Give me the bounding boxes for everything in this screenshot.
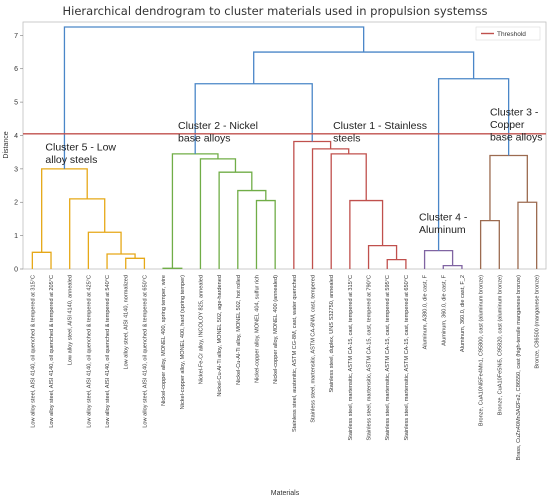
- plot-frame: [22, 21, 547, 270]
- leaf-labels: Low alloy steel, AISI 4140, oil quenched…: [30, 274, 540, 460]
- leaf-label: Stainless steel, duplex, UNS S32750, ann…: [329, 275, 335, 393]
- leaf-label: Stainless steel, martensitic, ASTM CA-15…: [348, 275, 354, 440]
- dendrogram-link: [87, 231, 122, 269]
- dendrogram-link: [237, 189, 267, 269]
- dendrogram-link: [41, 168, 88, 253]
- legend: Threshold: [475, 26, 541, 41]
- cluster-label: Aluminum: [419, 224, 466, 236]
- dendrogram-link: [162, 267, 183, 269]
- x-axis-label: Materials: [271, 490, 300, 497]
- y-tick-label: 0: [14, 266, 18, 273]
- leaf-label: Stainless steel, austenitic, ASTM CG-8M,…: [292, 275, 298, 432]
- y-axis-label: Distance: [3, 131, 10, 158]
- leaf-label: Bronze, C86500 (manganese bronze): [535, 275, 541, 369]
- cluster-label: Cluster 4 -: [419, 212, 468, 224]
- leaf-label: Low alloy steel, AISI 4140, oil quenched…: [30, 275, 36, 428]
- leaf-label: Aluminum, 360.0, die cast, F: [441, 274, 447, 345]
- dendrogram-link: [489, 154, 528, 221]
- leaf-label: Aluminum, 360.0, die cast, F_2: [460, 275, 466, 352]
- cluster-label: Cluster 3 -: [490, 106, 539, 118]
- y-axis-ticks: 0 1 2 3 4 5 6 7: [14, 33, 23, 273]
- cluster-label: alloy steels: [45, 154, 97, 166]
- chart-title: Hierarchical dendrogram to cluster mater…: [63, 4, 488, 18]
- y-tick-label: 4: [14, 133, 18, 140]
- cluster-label: Cluster 2 - Nickel: [178, 120, 258, 132]
- leaf-label: Nickel-Cu-Al-Ti alloy, MONEL 502, hot ro…: [236, 275, 242, 385]
- dendrogram-link: [125, 257, 146, 269]
- leaf-label: Nickel-Cu-Al-Ti alloy, MONEL 502, age-ha…: [217, 275, 223, 397]
- leaf-label: Low alloy steel, AISI 4140, normalized: [124, 275, 130, 370]
- leaf-label: Nickel-copper alloy, MONEL 404, sulfur r…: [254, 275, 260, 383]
- dendrogram-links: [31, 26, 538, 269]
- cluster-label: base alloys: [490, 131, 543, 143]
- dendrogram-link: [311, 148, 350, 269]
- cluster-label: base alloys: [178, 132, 231, 144]
- leaf-label: Stainless steel, martensitic, ASTM CA-15…: [385, 275, 391, 440]
- y-tick-label: 6: [14, 66, 18, 73]
- y-tick-label: 7: [14, 33, 18, 40]
- leaf-label: Low alloy steel, AISI 4140, oil quenched…: [49, 275, 55, 428]
- leaf-label: Bronze, CuA10Ni5Fe4Mn1, C95800, cast (al…: [479, 275, 485, 426]
- dendrogram-link: [218, 171, 253, 269]
- cluster-label: Copper: [490, 119, 525, 131]
- dendrogram-link: [106, 253, 136, 269]
- dendrogram-link: [31, 251, 52, 269]
- leaf-label: Nickel-copper alloy, MONEL 400, spring t…: [161, 275, 167, 406]
- cluster-label: Cluster 5 - Low: [45, 142, 116, 154]
- leaf-label: Stainless steel, martensitic, ASTM CA-6N…: [311, 275, 317, 423]
- legend-threshold-label: Threshold: [497, 31, 526, 38]
- leaf-label: Nickel-Fe-Cr alloy, INCOLOY 825, anneale…: [198, 275, 204, 384]
- leaf-label: Low alloy steel, AISI 4140, oil quenched…: [142, 275, 148, 428]
- leaf-label: Nickel-copper alloy, MONEL 400, hard (sp…: [180, 275, 186, 409]
- y-tick-label: 5: [14, 100, 18, 107]
- dendrogram-link: [330, 153, 367, 269]
- y-tick-label: 3: [14, 166, 18, 173]
- dendrogram-link: [171, 153, 219, 269]
- leaf-label: Low alloy steel, AISI 4140, annealed: [68, 275, 74, 365]
- leaf-label: Nickel-copper alloy, MONEL 400 (annealed…: [273, 275, 279, 384]
- y-tick-label: 1: [14, 233, 18, 240]
- leaf-label: Aluminum, A380.0, die cast, F: [423, 274, 429, 349]
- dendrogram-link: [423, 249, 454, 269]
- leaf-label: Brass, CuZn40Mn3Al2Fe2, C86550, cast (hi…: [516, 275, 522, 460]
- y-tick-label: 2: [14, 200, 18, 207]
- cluster-label: Cluster 1 - Stainless: [333, 120, 427, 132]
- legend-box: [475, 26, 541, 41]
- leaf-label: Low alloy steel, AISI 4140, oil quenched…: [105, 275, 111, 428]
- leaf-label: Bronze, CuA10Fe5Ni5, C95820, cast (alumi…: [497, 275, 503, 415]
- cluster-label: steels: [333, 132, 360, 144]
- leaf-label: Low alloy steel, AISI 4140, oil quenched…: [86, 275, 92, 428]
- dendrogram-link: [63, 26, 365, 169]
- leaf-label: Stainless steel, martensitic, ASTM CA-15…: [404, 275, 410, 440]
- leaf-label: Stainless steel, martensitic, ASTM CA-15…: [367, 275, 373, 440]
- dendrogram-link: [293, 140, 332, 269]
